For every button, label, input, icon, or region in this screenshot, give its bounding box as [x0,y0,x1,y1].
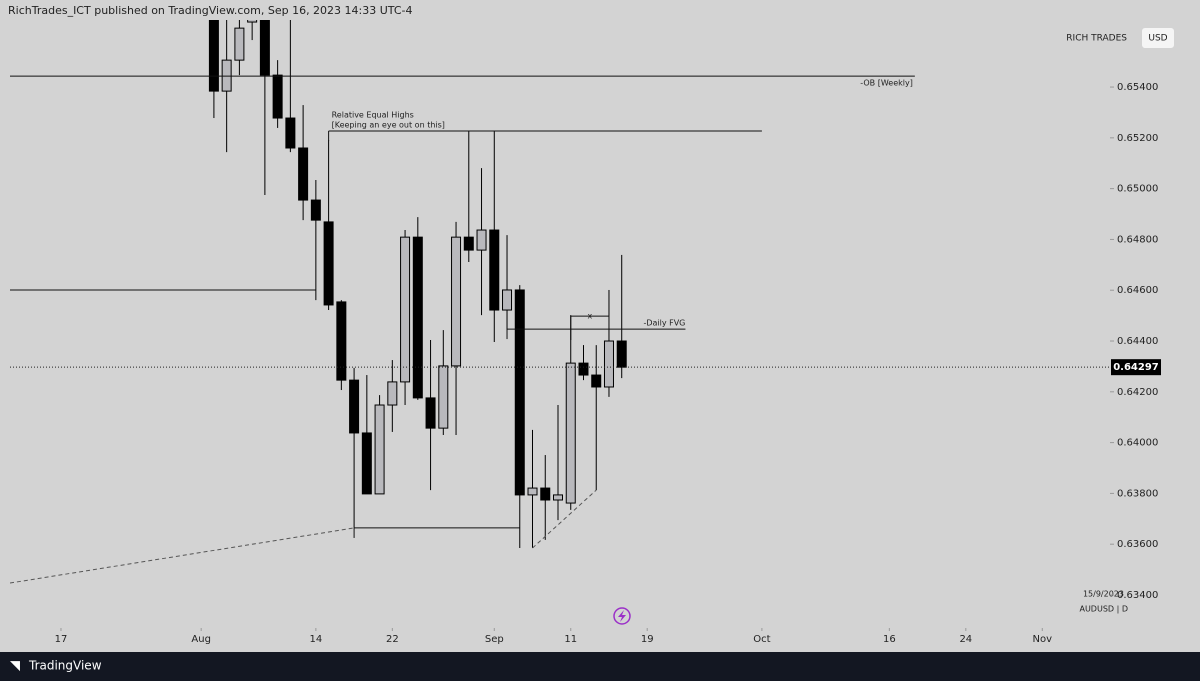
candle-body [565,362,576,504]
candle-body [438,365,449,429]
trend-line [10,527,355,584]
replay-bolt [618,610,626,622]
x-tick-label: 19 [641,634,654,645]
level-label: Relative Equal Highs [332,110,414,119]
level-label: -Daily FVG [643,319,685,328]
candle-body [208,20,219,92]
y-tick-label: 0.65200 [1117,133,1158,144]
last-price-box [1111,359,1161,376]
candle-body [298,147,309,201]
footer-brand: TradingView [28,659,102,673]
currency-box[interactable] [1142,28,1174,48]
candle-body [374,404,385,495]
candle-body [336,301,347,381]
replay-icon[interactable] [613,607,631,625]
last-price-label: 0.64297 [1113,362,1159,373]
candle-body [412,236,423,399]
y-tick-label: 0.65400 [1117,82,1158,93]
candle-body [400,236,411,383]
candle-body [591,374,602,388]
y-tick-label: 0.63800 [1117,488,1158,499]
bracket [570,315,610,340]
y-tick-label: 0.64800 [1117,234,1158,245]
footer-logo: ◥ [10,659,20,674]
y-tick-label: 0.63400 [1117,590,1158,601]
y-tick-label: 0.64000 [1117,438,1158,449]
candle-body [540,487,551,501]
level-label: [Keeping an eye out on this] [332,120,445,129]
y-tick-label: 0.64200 [1117,387,1158,398]
x-tick-label: 16 [883,634,896,645]
candle-body [361,432,372,495]
y-tick-label: 0.64400 [1117,336,1158,347]
candle-body [451,236,462,367]
plot [10,20,915,584]
candle-body [476,229,487,251]
date-label: 15/9/2023 [1083,590,1124,599]
candle-body [234,27,245,61]
candle-body [247,20,258,23]
y-tick-label: 0.65000 [1117,184,1158,195]
x-tick-label: Nov [1033,634,1053,645]
candle-body [578,362,589,376]
x-tick-label: 17 [55,634,68,645]
candle-body [489,229,500,311]
y-tick-label: 0.64600 [1117,285,1158,296]
level-label: -OB [Weekly] [860,79,913,88]
candle-body [323,221,334,306]
y-tick-label: 0.63600 [1117,539,1158,550]
candle-body [425,397,436,429]
x-tick-label: 14 [309,634,322,645]
header: RichTrades_ICT published on TradingView.… [8,4,413,17]
x-tick-label: Aug [191,634,211,645]
x-tick-label: 11 [564,634,577,645]
candle-body [221,59,232,92]
x-tick-label: 24 [959,634,972,645]
candle-body [272,74,283,119]
x-tick-label: 22 [386,634,399,645]
candle-body [502,289,513,311]
symbol: AUDUSD | D [1079,605,1128,614]
trend-line [532,489,597,549]
candle-body [310,199,321,221]
candle-body [387,381,398,406]
x-tick-label: Sep [485,634,504,645]
candle-body [463,236,474,251]
candle-body [514,289,525,496]
brand: RICH TRADES [1066,34,1127,44]
candle-body [527,487,538,496]
x-tick-label: Oct [753,634,770,645]
candle-body [603,340,614,388]
candle-body [616,340,627,368]
currency[interactable]: USD [1148,34,1167,44]
bracket-label: x [587,312,592,321]
footer-bar [0,652,1200,681]
candle-body [259,20,270,76]
candle-body [285,117,296,149]
candle-body [553,494,563,501]
candle-body [349,379,360,434]
